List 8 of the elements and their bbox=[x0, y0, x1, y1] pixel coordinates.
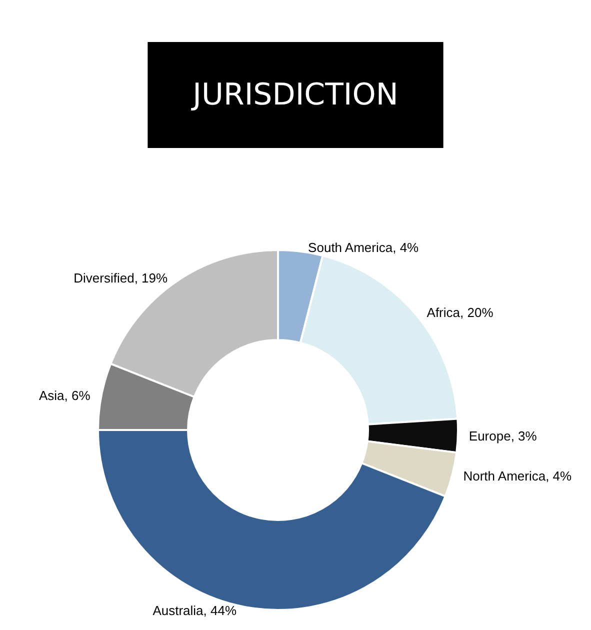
slice-label: Australia, 44% bbox=[152, 603, 237, 618]
slice-label: Africa, 20% bbox=[426, 305, 494, 320]
chart-title: JURISDICTION bbox=[190, 78, 398, 112]
slice-label: South America, 4% bbox=[308, 240, 420, 255]
slice-label: Asia, 6% bbox=[38, 388, 91, 404]
slice-label: Europe, 3% bbox=[468, 428, 538, 444]
slice-label: Diversified, 19% bbox=[74, 270, 168, 286]
slice-label: North America, 4% bbox=[463, 468, 572, 484]
